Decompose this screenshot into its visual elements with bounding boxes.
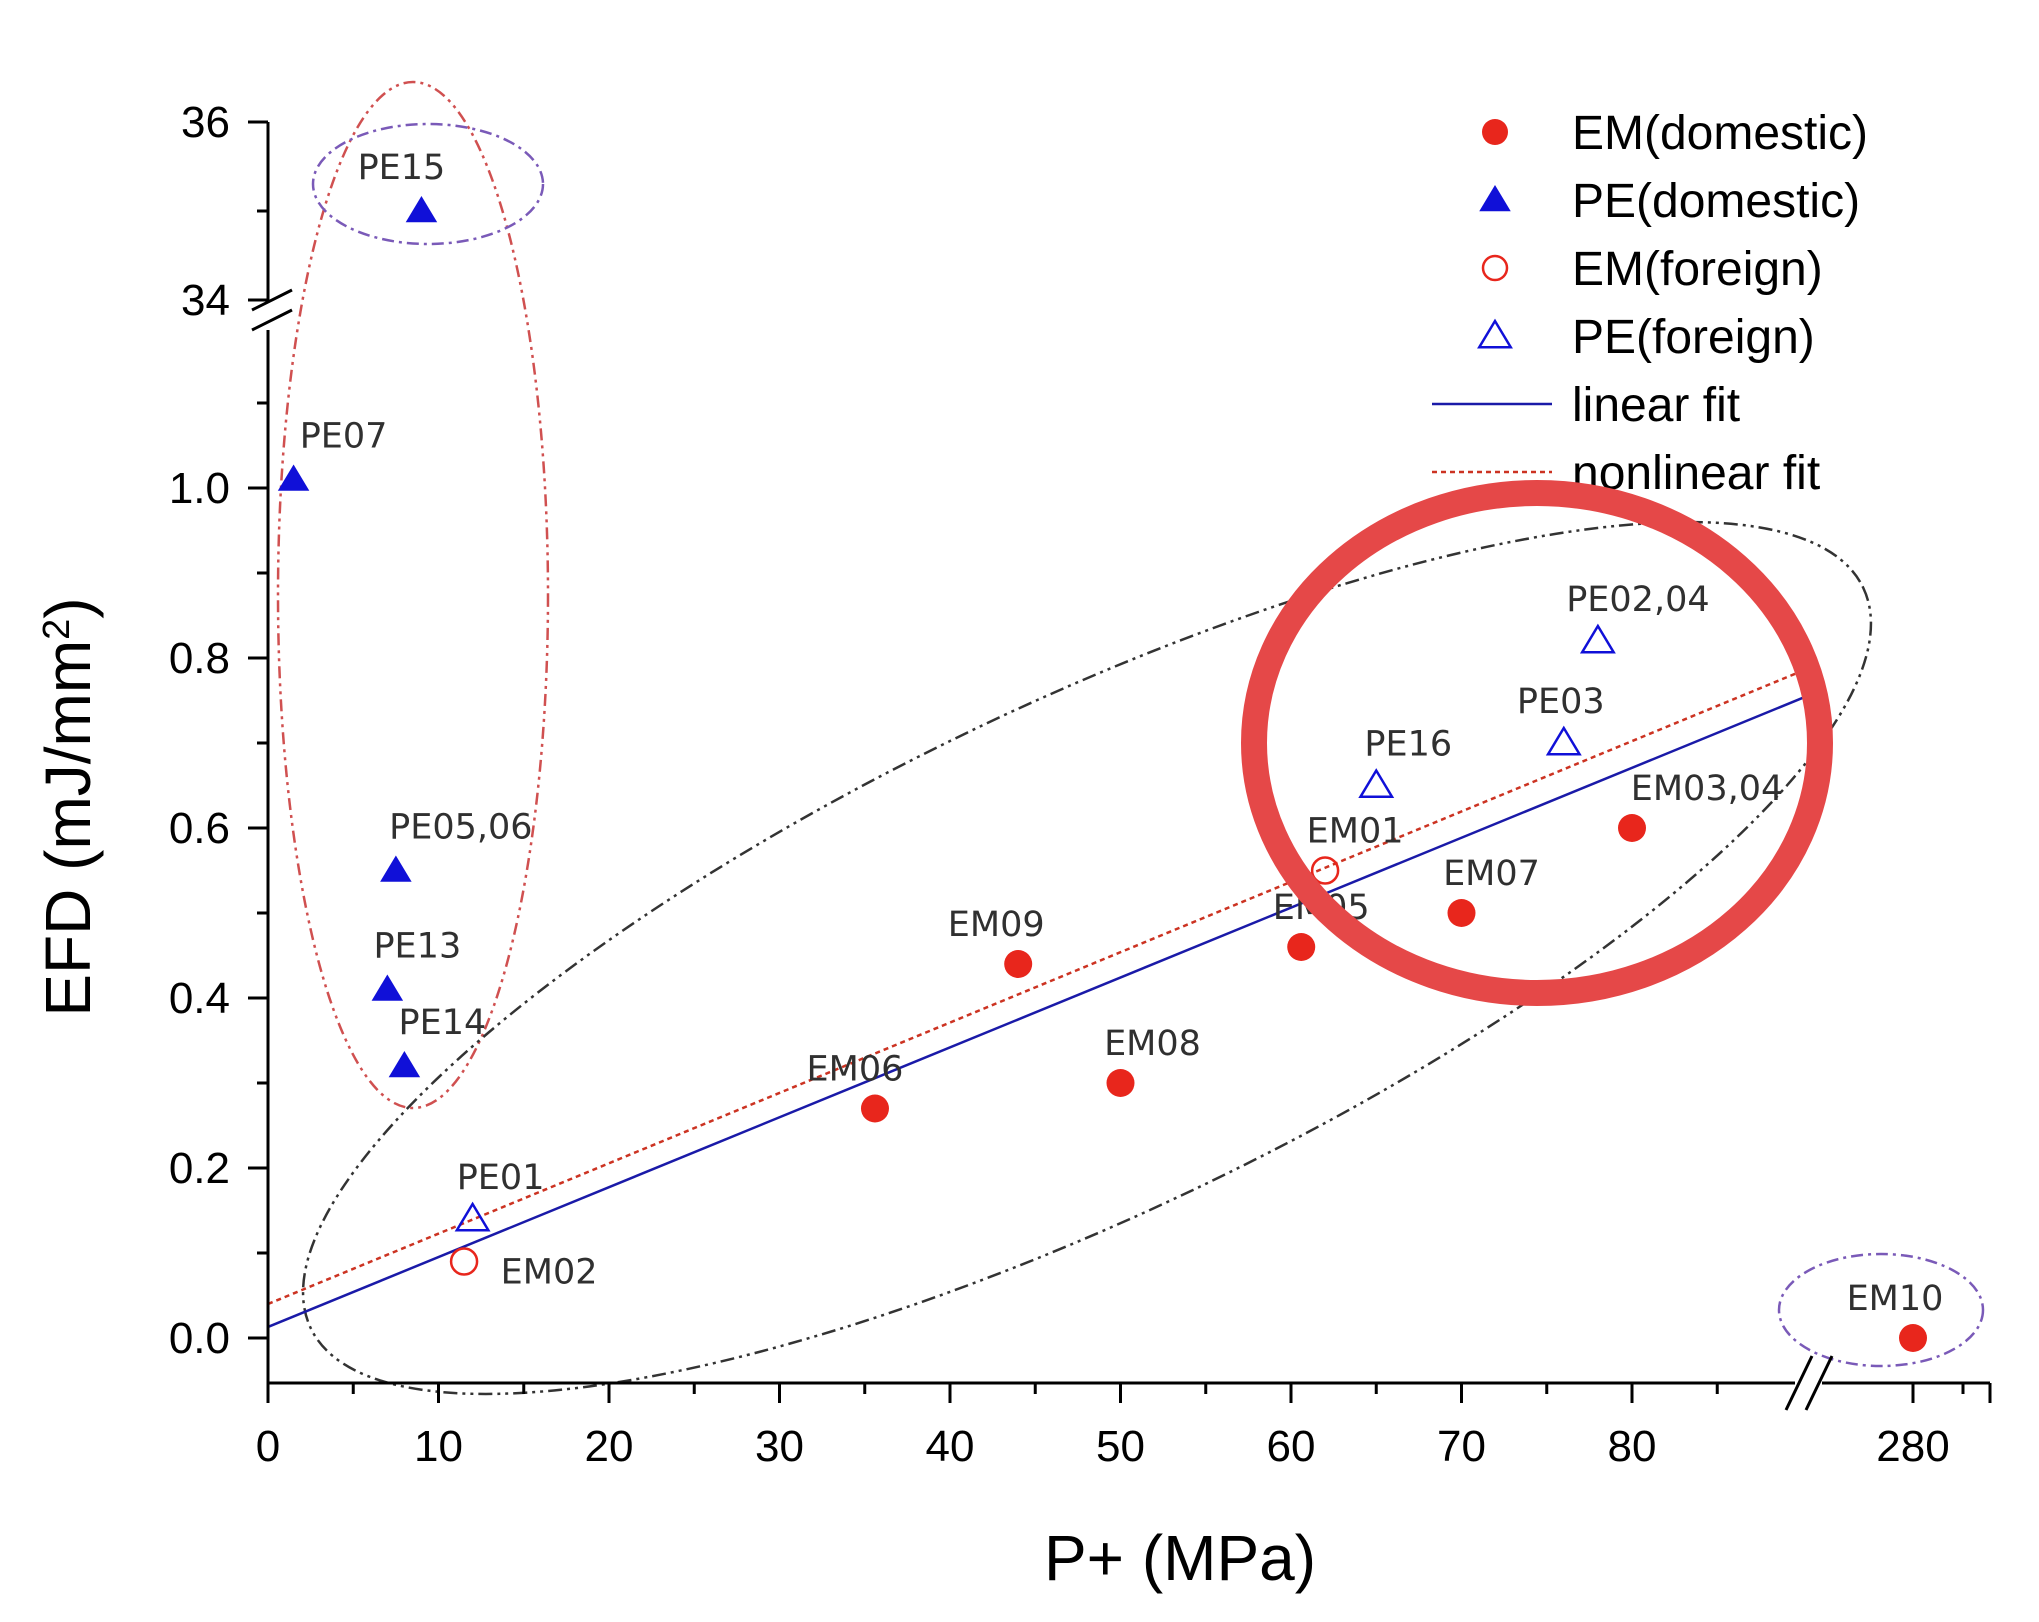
point-label-em03-04: EM03,04 [1631, 769, 1784, 809]
y-axis-break-mark [251, 308, 293, 332]
marker-pe03 [1545, 725, 1582, 756]
marker-pe05-06 [380, 855, 412, 882]
y-axis-ticks: 0.0 0.2 0.4 0.6 0.8 1.0 34 36 [169, 98, 268, 1363]
marker-em05 [1287, 933, 1316, 961]
x-tick-label: 70 [1437, 1422, 1486, 1471]
x-axis-title: P+ (MPa) [1044, 1522, 1316, 1594]
legend-swatch-pe-domestic [1479, 185, 1511, 212]
marker-pe07 [277, 464, 310, 491]
x-tick-label: 30 [755, 1422, 804, 1471]
data-markers [277, 196, 1927, 1352]
legend-swatch-pe-foreign [1477, 318, 1513, 349]
legend-label: linear fit [1572, 379, 1740, 432]
nonlinear-fit-line [267, 669, 1803, 1306]
y-tick-label: 34 [181, 276, 230, 325]
y-axis-title: EFD (mJ/mm2) [32, 597, 104, 1016]
marker-pe01 [454, 1201, 491, 1232]
marker-em07 [1447, 899, 1476, 927]
y-tick-label: 36 [181, 98, 230, 147]
x-tick-label: 60 [1267, 1422, 1316, 1471]
point-label-pe15: PE15 [358, 148, 446, 188]
marker-pe14 [388, 1051, 421, 1078]
linear-fit-line [267, 696, 1803, 1329]
point-label-em08: EM08 [1104, 1024, 1201, 1064]
point-label-pe05-06: PE05,06 [389, 808, 532, 848]
point-label-em06: EM06 [807, 1050, 904, 1090]
y-tick-label: 0.8 [169, 634, 230, 683]
x-axis-ticks: 0 10 20 30 40 50 60 70 80 280 [256, 1383, 1992, 1471]
y-tick-label: 1.0 [169, 464, 230, 513]
y-tick-label: 0.4 [169, 974, 230, 1023]
pe15-outlier-ellipse [311, 122, 545, 246]
x-axis-break-mark [1784, 1355, 1814, 1411]
y-tick-label: 0.6 [169, 804, 230, 853]
marker-em08 [1106, 1069, 1135, 1097]
em10-outlier-ellipse [1777, 1252, 1985, 1368]
marker-em01 [1310, 856, 1340, 885]
point-label-pe02-04: PE02,04 [1566, 580, 1709, 620]
x-tick-label: 10 [414, 1422, 463, 1471]
marker-em10 [1899, 1324, 1927, 1352]
marker-em06 [860, 1094, 889, 1123]
legend: EM(domestic) PE(domestic) EM(foreign) PE(fo… [1432, 107, 1868, 500]
legend-label: EM(foreign) [1572, 243, 1823, 296]
x-tick-label: 80 [1608, 1422, 1657, 1471]
highlight-circle [1241, 480, 1833, 1006]
x-tick-label: 280 [1876, 1422, 1949, 1471]
legend-label: PE(foreign) [1572, 311, 1815, 364]
marker-pe02-04 [1579, 623, 1616, 654]
legend-swatch-em-domestic [1482, 119, 1508, 145]
group-ellipses [276, 80, 1985, 1396]
point-label-pe03: PE03 [1517, 682, 1605, 722]
marker-pe16 [1358, 768, 1395, 798]
point-label-pe16: PE16 [1364, 725, 1452, 765]
point-label-pe13: PE13 [373, 927, 461, 967]
x-axis-break-mark [1804, 1355, 1834, 1411]
point-label-pe07: PE07 [300, 417, 388, 457]
point-label-pe14: PE14 [399, 1003, 487, 1043]
point-label-em07: EM07 [1443, 854, 1540, 894]
x-tick-label: 20 [585, 1422, 634, 1471]
point-label-pe01: PE01 [457, 1158, 545, 1198]
legend-label: PE(domestic) [1572, 175, 1860, 228]
y-tick-label: 0.0 [169, 1314, 230, 1363]
x-tick-label: 50 [1096, 1422, 1145, 1471]
marker-em03-04 [1618, 814, 1646, 842]
x-tick-label: 0 [256, 1422, 280, 1471]
legend-label: EM(domestic) [1572, 107, 1868, 160]
fit-lines [267, 669, 1803, 1329]
pe-domestic-group-ellipse [276, 80, 550, 1110]
marker-em09 [1004, 950, 1033, 978]
point-label-em09: EM09 [948, 905, 1045, 945]
y-tick-label: 0.2 [169, 1144, 230, 1193]
point-label-em01: EM01 [1307, 812, 1404, 852]
linear-group-ellipse [301, 520, 1873, 1396]
legend-swatch-em-foreign [1481, 254, 1509, 282]
point-label-em10: EM10 [1847, 1279, 1944, 1319]
point-label-em02: EM02 [501, 1253, 598, 1293]
marker-em02 [449, 1247, 479, 1276]
y-axis-break-mark [251, 288, 293, 312]
x-tick-label: 40 [926, 1422, 975, 1471]
marker-pe13 [371, 974, 404, 1001]
marker-pe15 [405, 196, 438, 223]
